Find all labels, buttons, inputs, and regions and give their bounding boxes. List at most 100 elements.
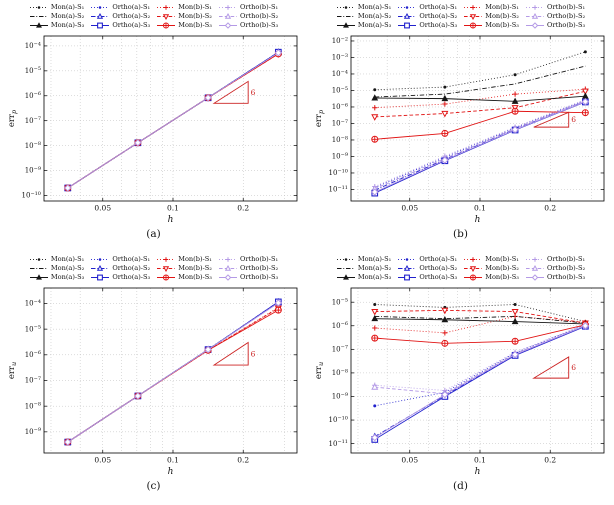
y-tick-label: 10−5 <box>24 325 40 334</box>
series-MonB3 <box>370 321 589 347</box>
legend-item-MonA3: Mon(a)-S₃ <box>336 21 391 30</box>
legend-item-MonA3: Mon(a)-S₃ <box>29 273 84 282</box>
legend-item-label: Ortho(b)-S₂ <box>239 12 279 21</box>
x-tick-label: 0.05 <box>94 204 111 213</box>
legend-line-sample <box>157 274 176 281</box>
legend-line-sample <box>336 22 355 28</box>
legend-item-OrthoA3: Ortho(a)-S₃ <box>397 273 457 282</box>
axis-ticks <box>350 288 604 453</box>
legend-item-label: Mon(b)-S₃ <box>178 273 212 282</box>
legend-item-label: Mon(b)-S₃ <box>178 21 212 30</box>
legend-item-label: Mon(b)-S₂ <box>178 264 212 273</box>
legend-item-MonB1: Mon(b)-S₁ <box>156 255 212 264</box>
y-tick-label: 10−4 <box>331 69 347 78</box>
legend-item-label: Ortho(b)-S₁ <box>546 255 586 264</box>
y-tick-label: 10−11 <box>328 439 347 448</box>
legend-item-label: Ortho(a)-S₃ <box>419 21 458 30</box>
legend-line-sample <box>91 6 110 9</box>
x-tick-label: 0.2 <box>544 204 556 213</box>
plot-a: 0.05 0.1 0.2 10−4 10−5 10−6 10−7 10−8 10−9 10−10 6… <box>7 35 297 225</box>
legend-item-label: Mon(a)-S₁ <box>357 255 392 264</box>
legend-line-sample <box>464 257 483 262</box>
caption-c: (c) <box>146 480 161 492</box>
panel-c: Mon(a)-S₁ Ortho(a)-S₁ Mon(b)-S₁ Ortho(b)-S₁… <box>0 252 307 505</box>
legend-line-sample <box>525 274 544 281</box>
legend-item-label: Mon(b)-S₂ <box>485 12 519 21</box>
x-axis-label: h <box>474 467 480 477</box>
legend-item-label: Mon(b)-S₂ <box>485 264 519 273</box>
legend-item-OrthoA1: Ortho(a)-S₁ <box>90 3 150 12</box>
y-tick-label: 10−9 <box>24 166 40 175</box>
legend-item-MonB2: Mon(b)-S₂ <box>463 264 519 273</box>
legend-line-sample <box>336 274 355 280</box>
legend-item-OrthoA2: Ortho(a)-S₂ <box>90 12 150 21</box>
legend-item-MonB2: Mon(b)-S₂ <box>463 12 519 21</box>
legend-line-sample <box>336 268 355 269</box>
legend-item-label: Ortho(a)-S₁ <box>419 255 458 264</box>
grid <box>43 36 297 201</box>
y-tick-label: 10−8 <box>24 141 40 150</box>
legend-item-label: Mon(a)-S₂ <box>50 264 85 273</box>
y-tick-label: 10−9 <box>331 152 347 161</box>
legend-item-OrthoB1: Ortho(b)-S₁ <box>525 3 585 12</box>
plot-c: 0.05 0.1 0.2 10−4 10−5 10−6 10−7 10−8 10−9 6 h erru <box>7 287 297 477</box>
y-axis-label: errp <box>314 109 325 127</box>
legend-item-OrthoA2: Ortho(a)-S₂ <box>397 264 457 273</box>
legend-item-label: Ortho(b)-S₃ <box>546 273 586 282</box>
y-tick-label: 10−7 <box>331 345 347 354</box>
legend-line-sample <box>91 264 110 271</box>
legend-line-sample <box>464 22 483 29</box>
legend-line-sample <box>157 5 176 10</box>
legend-item-label: Ortho(a)-S₂ <box>112 264 151 273</box>
legend-line-sample <box>91 258 110 261</box>
y-tick-label: 10−11 <box>328 185 347 194</box>
legend-item-MonB2: Mon(b)-S₂ <box>156 12 212 21</box>
legend-line-sample <box>91 22 110 29</box>
series-MonB3 <box>370 107 589 143</box>
legend-item-OrthoB3: Ortho(b)-S₃ <box>218 21 278 30</box>
y-tick-label: 10−2 <box>331 36 347 45</box>
legend-item-label: Mon(a)-S₂ <box>357 264 392 273</box>
legend-line-sample <box>29 268 48 269</box>
legend-item-OrthoB1: Ortho(b)-S₁ <box>218 3 278 12</box>
y-tick-label: 10−4 <box>24 299 40 308</box>
y-tick-label: 10−8 <box>331 135 347 144</box>
x-tick-label: 0.1 <box>167 456 179 465</box>
plot-b: 0.05 0.1 0.2 10−2 10−3 10−4 10−5 10−6 10−7 10−8 10… <box>314 35 604 225</box>
y-tick-label: 10−10 <box>21 191 40 200</box>
legend-item-label: Ortho(b)-S₂ <box>546 264 586 273</box>
legend-line-sample <box>336 258 355 261</box>
caption-b: (b) <box>453 228 468 240</box>
series-OrthoB3 <box>63 299 282 446</box>
y-tick-label: 10−6 <box>24 350 40 359</box>
legend-line-sample <box>29 258 48 261</box>
legend-line-sample <box>218 5 237 10</box>
legend-item-MonA2: Mon(a)-S₂ <box>336 12 391 21</box>
series-MonA2 <box>374 65 585 98</box>
legend-line-sample <box>91 12 110 19</box>
y-tick-label: 10−6 <box>24 91 40 100</box>
y-tick-label: 10−6 <box>331 321 347 330</box>
legend-item-MonB1: Mon(b)-S₁ <box>463 255 519 264</box>
legend-item-MonB3: Mon(b)-S₃ <box>463 21 519 30</box>
legend-item-MonB3: Mon(b)-S₃ <box>156 273 212 282</box>
panel-d: Mon(a)-S₁ Ortho(a)-S₁ Mon(b)-S₁ Ortho(b)-S₁… <box>307 252 614 505</box>
x-tick-label: 0.2 <box>237 456 249 465</box>
y-tick-label: 10−6 <box>331 102 347 111</box>
y-tick-label: 10−5 <box>24 66 40 75</box>
legend-item-OrthoB2: Ortho(b)-S₂ <box>525 12 585 21</box>
legend-item-OrthoB3: Ortho(b)-S₃ <box>525 273 585 282</box>
legend-item-MonB3: Mon(b)-S₃ <box>156 21 212 30</box>
grid <box>43 288 297 453</box>
y-axis-label: erru <box>314 362 325 379</box>
y-tick-label: 10−7 <box>331 119 347 128</box>
legend-item-label: Mon(b)-S₁ <box>178 255 212 264</box>
axis-frame <box>350 35 604 202</box>
legend-item-label: Ortho(a)-S₃ <box>112 273 151 282</box>
panel-a: Mon(a)-S₁ Ortho(a)-S₁ Mon(b)-S₁ Ortho(b)-S₁… <box>0 0 307 252</box>
y-tick-label: 10−9 <box>331 392 347 401</box>
legend-item-MonA1: Mon(a)-S₁ <box>29 3 84 12</box>
legend-item-MonB1: Mon(b)-S₁ <box>463 3 519 12</box>
legend-item-label: Ortho(b)-S₁ <box>239 255 279 264</box>
